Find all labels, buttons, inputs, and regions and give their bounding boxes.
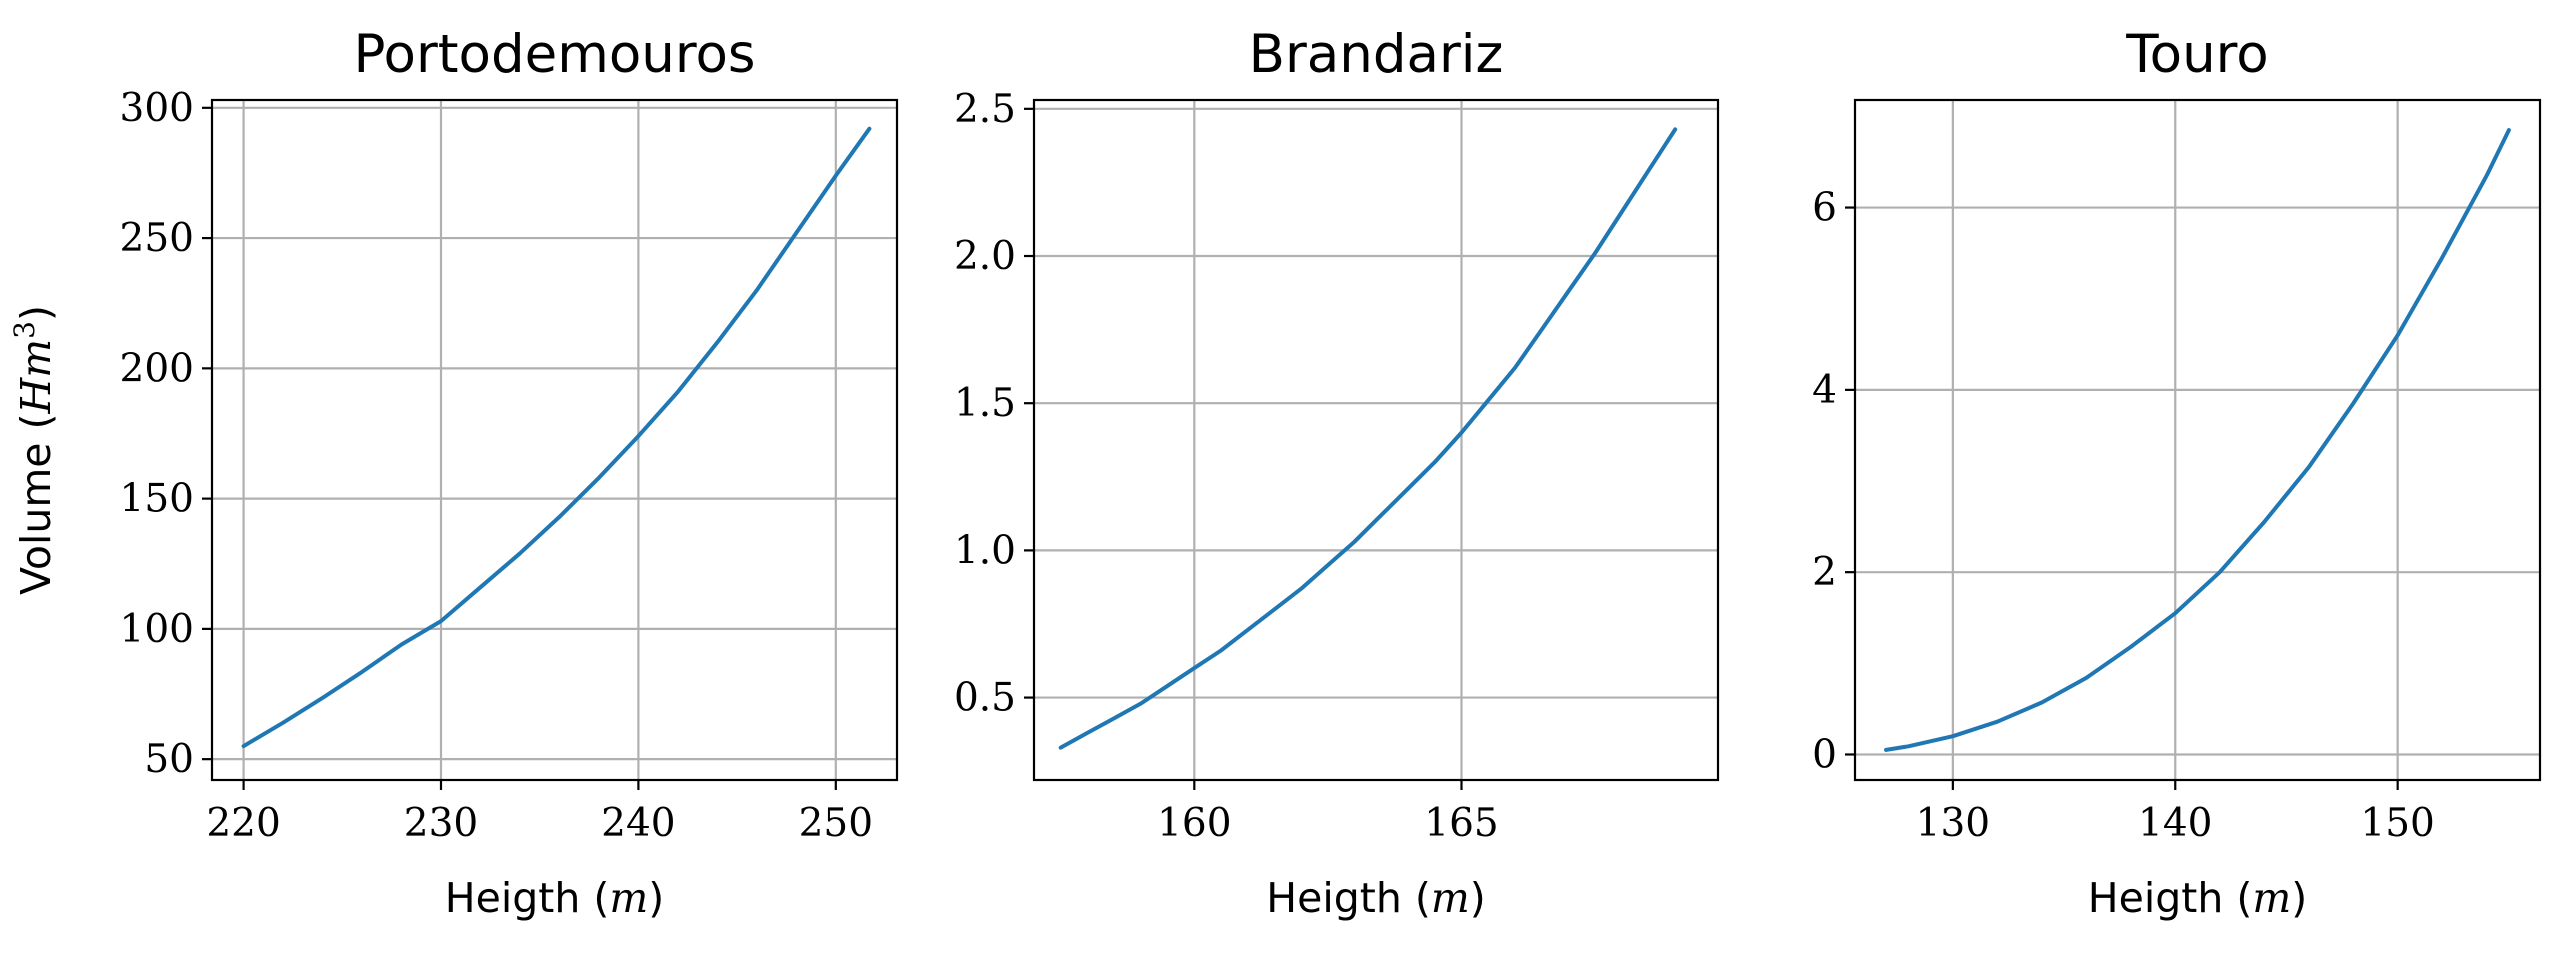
x-tick-label: 160 (1157, 801, 1231, 846)
axes-frame (1032, 98, 1720, 782)
y-axis-label-prefix: Volume ( (12, 413, 60, 595)
chart-panel-portodemouros: 220 230 240 250 50 100 150 200 250 300 Portodemour… (120, 24, 899, 922)
axes-frame (1853, 98, 2542, 782)
y-tick-label: 0 (1812, 732, 1837, 777)
x-axis-label-suffix: ) (648, 874, 664, 922)
x-axis-label: Heigth (m) (445, 874, 664, 922)
y-tick-label: 300 (120, 86, 194, 131)
y-axis-label-superscript: 3 (8, 321, 41, 339)
series-line-brandariz (1058, 127, 1678, 750)
x-axis-label-suffix: ) (2291, 874, 2307, 922)
x-tick-label: 130 (1916, 801, 1990, 846)
x-axis-label: Heigth (m) (2088, 874, 2307, 922)
x-axis-label: Heigth (m) (1266, 874, 1485, 922)
axes-frame (210, 98, 899, 782)
x-axis-label-math: m (2252, 874, 2291, 922)
y-tick-label: 200 (120, 346, 194, 391)
x-axis-label-math: m (609, 874, 648, 922)
x-axis-label-suffix: ) (1470, 874, 1486, 922)
x-tick-label: 250 (799, 801, 873, 846)
x-tick-label: 230 (404, 801, 478, 846)
y-tick-label: 100 (120, 607, 194, 652)
x-tick-label: 140 (2138, 801, 2212, 846)
y-tick-label: 1.0 (954, 528, 1016, 573)
y-axis-label-math: Hm (12, 339, 60, 415)
y-tick-label: 250 (120, 216, 194, 261)
x-tick-label: 240 (601, 801, 675, 846)
series-line-portodemouros (241, 126, 872, 749)
chart-panel-touro: 130 140 150 0 2 4 6 Touro Heigth (m) (1812, 24, 2542, 922)
y-tick-label: 0.5 (954, 676, 1016, 721)
y-axis-label-suffix: ) (12, 305, 60, 321)
y-tick-label: 6 (1812, 186, 1837, 231)
x-axis-label-prefix: Heigth ( (445, 874, 610, 922)
series-line-touro (1884, 128, 2511, 752)
chart-title: Brandariz (1249, 24, 1504, 85)
x-tick-label: 220 (206, 801, 280, 846)
chart-title: Touro (2125, 24, 2268, 85)
y-tick-label: 4 (1812, 368, 1837, 413)
x-axis-label-prefix: Heigth ( (1266, 874, 1431, 922)
x-axis-label-prefix: Heigth ( (2088, 874, 2253, 922)
y-tick-label: 150 (120, 477, 194, 522)
y-tick-label: 50 (144, 737, 194, 782)
x-tick-label: 150 (2360, 801, 2434, 846)
y-tick-label: 1.5 (954, 381, 1016, 426)
y-axis-label: Volume (Hm3) (8, 305, 60, 595)
x-tick-label: 165 (1424, 801, 1498, 846)
y-tick-label: 2.0 (954, 234, 1016, 279)
chart-panel-brandariz: 160 165 0.5 1.0 1.5 2.0 2.5 Brandariz Heigth (m) (954, 24, 1720, 922)
y-tick-label: 2 (1812, 550, 1837, 595)
y-tick-label: 2.5 (954, 87, 1016, 132)
chart-title: Portodemouros (353, 24, 755, 85)
x-axis-label-math: m (1431, 874, 1470, 922)
